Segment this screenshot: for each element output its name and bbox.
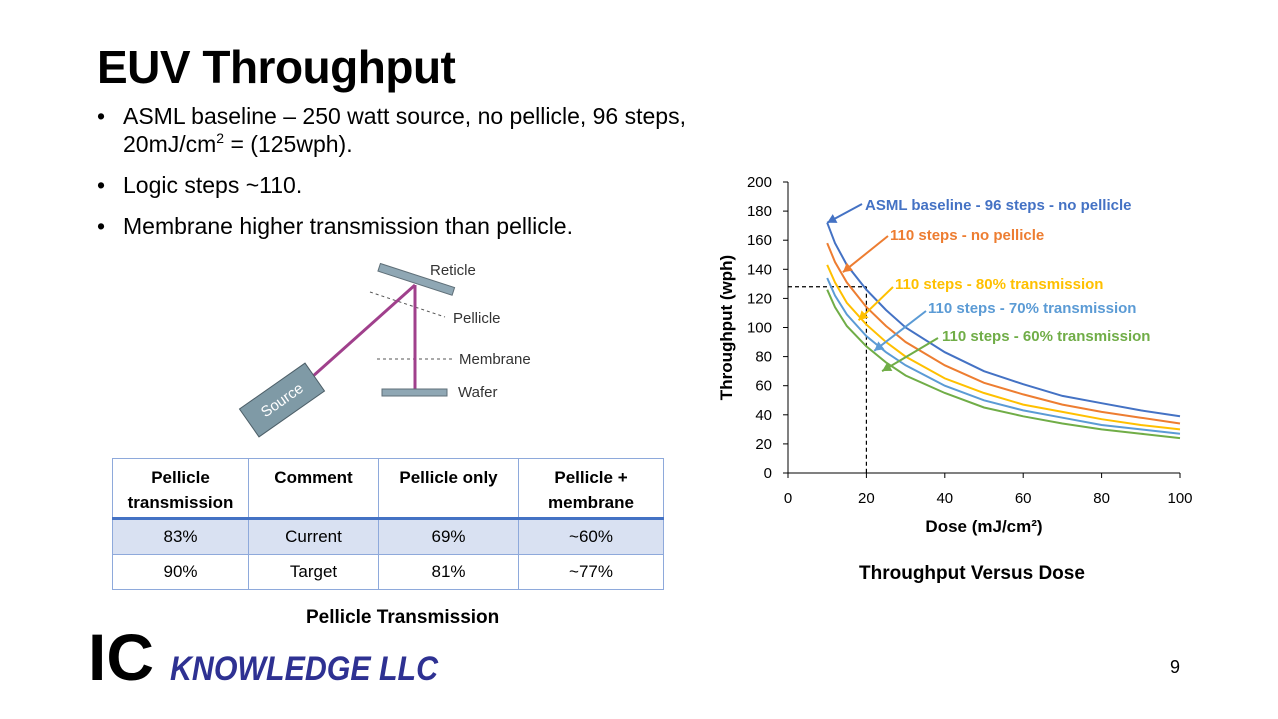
optical-path-diagram: Source Reticle Pellicle Membrane Wafer xyxy=(238,262,531,438)
y-tick-label: 160 xyxy=(747,232,772,249)
x-axis-label: Dose (mJ/cm²) xyxy=(925,517,1042,536)
bullet-text: ASML baseline – 250 watt source, no pell… xyxy=(123,103,686,157)
bullet-text: Membrane higher transmission than pellic… xyxy=(123,213,573,239)
throughput-chart: 0 20 40 60 80 100 120 140 160 180 200 0 20 40 60 80 100 D… xyxy=(717,174,1193,536)
header-pellicle-membrane: Pellicle + membrane xyxy=(518,458,664,520)
pellicle-line xyxy=(369,291,446,318)
pellicle-label: Pellicle xyxy=(453,310,501,327)
reticle-label: Reticle xyxy=(430,262,476,279)
y-axis-label: Throughput (wph) xyxy=(717,255,736,400)
table-row: 83% Current 69% ~60% xyxy=(112,518,664,555)
ic-knowledge-logo: IC KNOWLEDGE LLC xyxy=(88,620,438,690)
chart-lines xyxy=(826,222,1181,440)
source-box: Source xyxy=(238,362,326,438)
series-line xyxy=(826,289,1181,440)
annotation-arrow xyxy=(873,310,927,352)
chart-title: Throughput Versus Dose xyxy=(859,563,1085,584)
superscript: 2 xyxy=(216,130,225,146)
header-pellicle-transmission: Pellicle transmission xyxy=(112,458,249,520)
y-tick-label: 120 xyxy=(747,290,772,307)
annotation-arrow xyxy=(881,337,939,373)
slide-title: EUV Throughput xyxy=(97,41,456,93)
x-tick-label: 100 xyxy=(1167,490,1192,507)
annotation-arrowhead xyxy=(882,362,893,372)
table-cell: ~77% xyxy=(518,554,664,590)
incident-beam xyxy=(311,283,416,379)
y-tick-label: 60 xyxy=(755,378,772,395)
bullet-text: = (125wph). xyxy=(224,131,353,157)
wafer-label: Wafer xyxy=(458,384,497,401)
header-comment: Comment xyxy=(248,458,379,520)
bullet-list: ASML baseline – 250 watt source, no pell… xyxy=(97,102,717,253)
annotation-label: 110 steps - 80% transmission xyxy=(895,276,1103,293)
annotation-arrowhead xyxy=(842,262,854,273)
table-cell: 69% xyxy=(378,518,519,555)
annotation-label: 110 steps - no pellicle xyxy=(890,227,1044,244)
bullet-text: Logic steps ~110. xyxy=(123,172,303,198)
x-tick-label: 80 xyxy=(1093,490,1110,507)
table-cell: 83% xyxy=(112,518,249,555)
y-tick-label: 0 xyxy=(764,465,772,482)
logo-ic-text: IC xyxy=(88,620,154,690)
table-caption: Pellicle Transmission xyxy=(306,607,500,628)
annotation-arrowhead xyxy=(858,310,869,321)
table-cell: Current xyxy=(248,518,379,555)
annotation-arrow xyxy=(842,235,889,273)
x-tick-label: 20 xyxy=(858,490,875,507)
y-tick-label: 140 xyxy=(747,261,772,278)
series-line xyxy=(826,264,1181,431)
logo-knowledge-text: KNOWLEDGE LLC xyxy=(170,650,438,688)
membrane-label: Membrane xyxy=(459,351,531,368)
bullet-item: Logic steps ~110. xyxy=(97,171,717,199)
table-cell: Target xyxy=(248,554,379,590)
y-tick-label: 40 xyxy=(755,407,772,424)
y-tick-label: 180 xyxy=(747,203,772,220)
page-number: 9 xyxy=(1170,657,1181,677)
reticle-plate xyxy=(377,262,456,296)
bullet-item: ASML baseline – 250 watt source, no pell… xyxy=(97,102,717,158)
table-row: 90% Target 81% ~77% xyxy=(112,554,664,590)
table-cell: ~60% xyxy=(518,518,664,555)
chart-annotations: ASML baseline - 96 steps - no pellicle 11… xyxy=(826,197,1150,373)
chart-axes: 0 20 40 60 80 100 120 140 160 180 200 0 20 40 60 80 100 D… xyxy=(717,174,1193,536)
annotation-arrowhead xyxy=(874,341,885,351)
series-line xyxy=(826,242,1181,425)
x-tick-label: 60 xyxy=(1015,490,1032,507)
table-cell: 90% xyxy=(112,554,249,590)
y-tick-label: 200 xyxy=(747,174,772,191)
annotation-arrowhead xyxy=(827,214,838,223)
x-tick-label: 40 xyxy=(936,490,953,507)
x-tick-label: 0 xyxy=(784,490,792,507)
y-tick-label: 100 xyxy=(747,320,772,337)
header-pellicle-only: Pellicle only xyxy=(378,458,519,520)
series-line xyxy=(826,277,1181,435)
wafer-plate xyxy=(381,388,448,397)
table-cell: 81% xyxy=(378,554,519,590)
annotation-label: 110 steps - 60% transmission xyxy=(942,328,1150,345)
bullet-item: Membrane higher transmission than pellic… xyxy=(97,212,717,240)
annotation-label: ASML baseline - 96 steps - no pellicle xyxy=(865,197,1131,214)
pellicle-transmission-table: Pellicle transmission Comment Pellicle on… xyxy=(112,458,664,590)
table-header-row: Pellicle transmission Comment Pellicle on… xyxy=(112,458,664,520)
y-tick-label: 80 xyxy=(755,349,772,366)
y-tick-label: 20 xyxy=(755,436,772,453)
annotation-label: 110 steps - 70% transmission xyxy=(928,300,1136,317)
